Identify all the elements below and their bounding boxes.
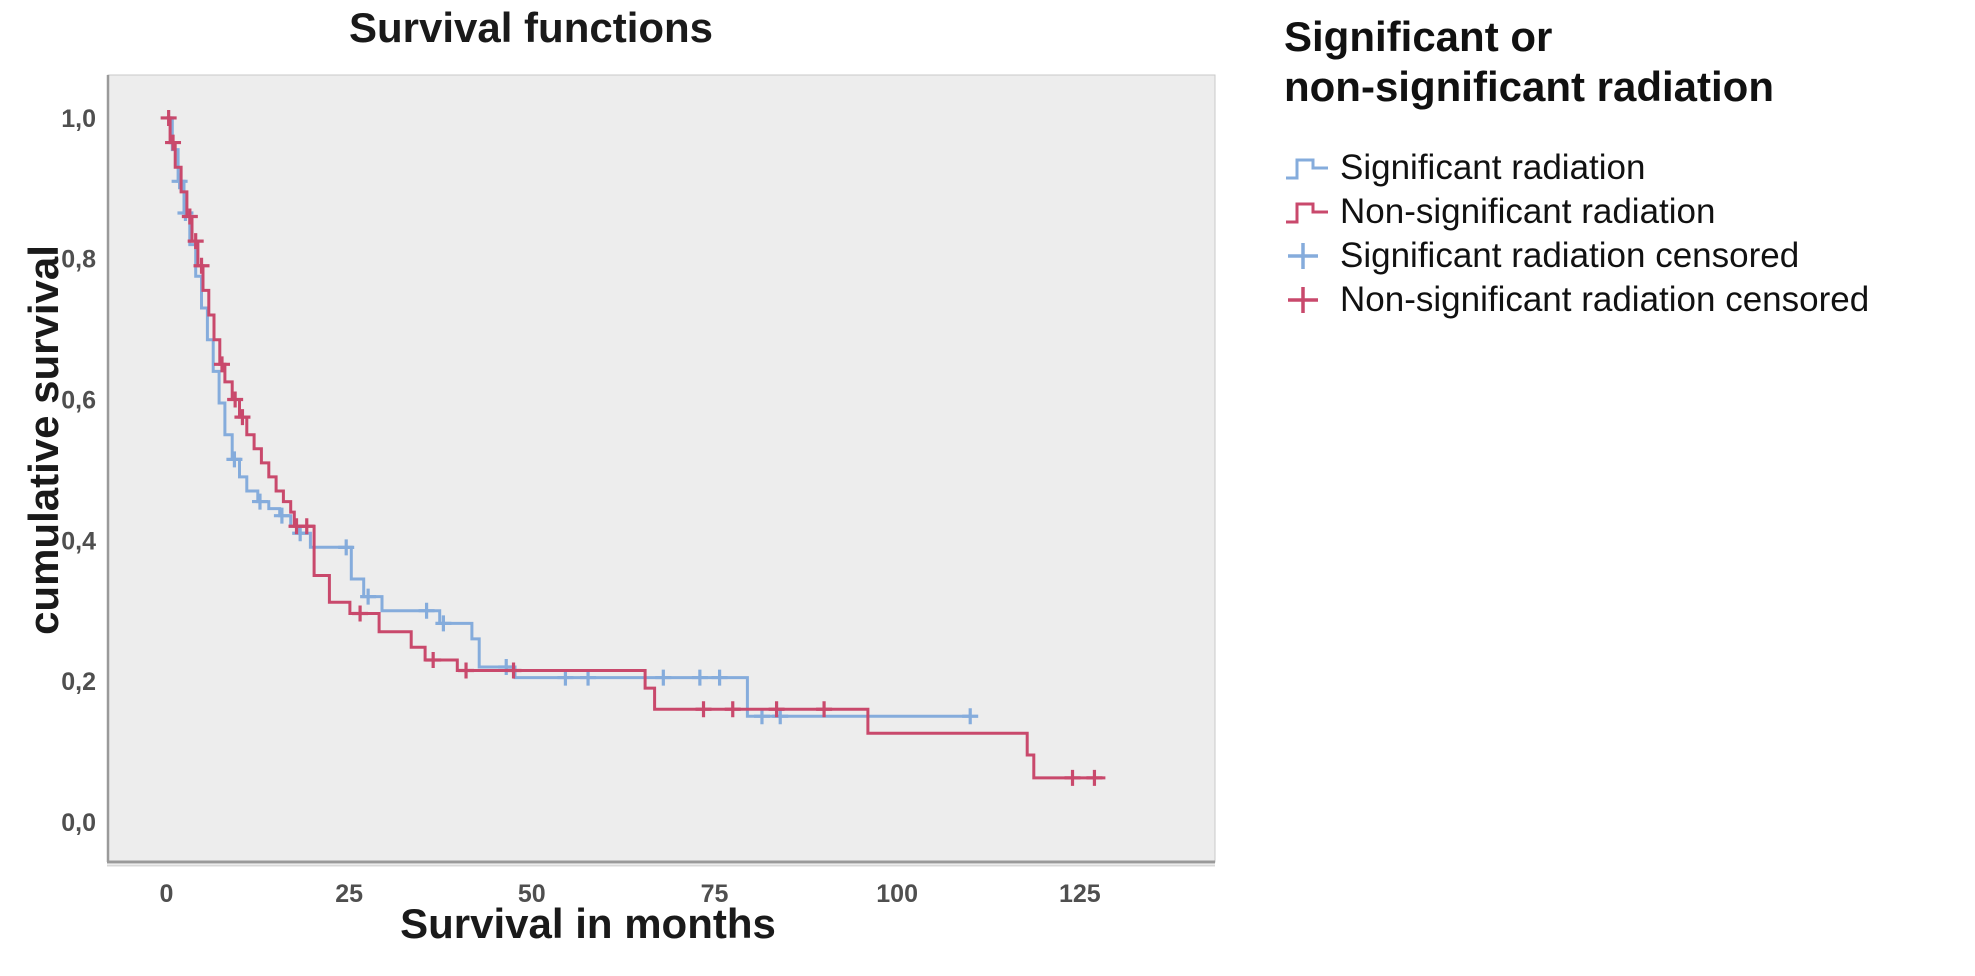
censor-plus-mark — [273, 507, 290, 524]
x-tick-label: 125 — [1059, 880, 1101, 908]
x-tick-label: 50 — [518, 880, 546, 908]
censor-plus-mark — [1064, 769, 1081, 786]
censor-plus-mark — [753, 708, 770, 725]
censor-plus-mark — [165, 134, 182, 151]
chart-title: Survival functions — [348, 4, 714, 51]
legend-item-label: Non-significant radiation — [1340, 191, 1716, 231]
series-significant — [166, 116, 971, 718]
step-line-swatch-icon — [1286, 202, 1328, 224]
y-tick-label: 1,0 — [61, 105, 96, 133]
censor-plus-mark — [234, 409, 251, 426]
censor-plus-mark — [298, 518, 315, 535]
censor-plus-swatch-icon — [1288, 286, 1318, 313]
censor-plus-mark — [691, 669, 708, 686]
censor-plus-mark — [962, 708, 979, 725]
y-tick-label: 0,8 — [61, 246, 96, 274]
x-tick-label: 25 — [335, 880, 363, 908]
censor-plus-mark — [187, 233, 204, 250]
x-tick-labels: 0 25 50 75 100 125 — [160, 880, 1101, 908]
censor-plus-mark — [1086, 769, 1103, 786]
censor-plus-mark — [724, 701, 741, 718]
legend: Significant or non-significant radiation… — [1284, 12, 1960, 319]
legend-item-label: Significant radiation — [1340, 147, 1646, 187]
censor-plus-mark — [498, 659, 515, 676]
legend-items: Significant radiation Non-significant ra… — [1284, 147, 1960, 319]
legend-item-non-significant: Non-significant radiation — [1284, 191, 1960, 231]
survival-step-curve — [166, 116, 1106, 780]
legend-title: Significant or non-significant radiation — [1284, 13, 1774, 110]
legend-item-label: Non-significant radiation censored — [1340, 279, 1870, 319]
legend-item-label: Significant radiation censored — [1340, 235, 1800, 275]
y-tick-label: 0,0 — [61, 809, 96, 837]
legend-item-significant-censored: Significant radiation censored — [1284, 235, 1960, 275]
y-tick-label: 0,2 — [61, 668, 96, 696]
x-tick-label: 75 — [701, 880, 729, 908]
plot-panel — [107, 74, 1216, 863]
censor-plus-mark — [418, 602, 435, 619]
censor-plus-mark — [772, 708, 789, 725]
series-non_significant — [166, 116, 1106, 780]
censor-plus-mark — [181, 208, 198, 225]
survival-step-curve — [166, 116, 971, 718]
x-tick-label: 0 — [160, 880, 174, 908]
censor-plus-mark — [557, 669, 574, 686]
y-tick-label: 0,4 — [61, 527, 96, 555]
censor-plus-mark — [505, 662, 522, 679]
censor-plus-mark — [338, 539, 355, 556]
censor-plus-swatch-icon — [1288, 242, 1318, 269]
censor-plus-mark — [768, 701, 785, 718]
y-tick-labels: 0,0 0,2 0,4 0,6 0,8 1,0 — [61, 105, 96, 837]
censor-plus-mark — [160, 109, 177, 126]
censor-plus-mark — [816, 701, 833, 718]
y-tick-label: 0,6 — [61, 387, 96, 415]
censor-plus-mark — [711, 669, 728, 686]
censor-plus-mark — [435, 615, 452, 632]
censor-plus-mark — [251, 493, 268, 510]
censor-plus-mark — [458, 662, 475, 679]
censor-plus-mark — [226, 451, 243, 468]
legend-item-non-significant-censored: Non-significant radiation censored — [1284, 279, 1960, 319]
legend-item-significant: Significant radiation — [1284, 147, 1960, 187]
censor-plus-mark — [655, 669, 672, 686]
censor-plus-mark — [580, 669, 597, 686]
censor-plus-mark — [227, 391, 244, 408]
censor-plus-mark — [213, 356, 230, 373]
censor-plus-mark — [695, 701, 712, 718]
x-tick-label: 100 — [876, 880, 918, 908]
censor-plus-mark — [352, 605, 369, 622]
censor-plus-mark — [193, 257, 210, 274]
step-line-swatch-icon — [1286, 158, 1328, 180]
x-axis-title: Survival in months — [400, 900, 776, 947]
censor-plus-mark — [425, 651, 442, 668]
censor-marks-significant — [171, 173, 979, 725]
censor-plus-mark — [360, 588, 377, 605]
censor-marks-non_significant — [160, 109, 1103, 786]
